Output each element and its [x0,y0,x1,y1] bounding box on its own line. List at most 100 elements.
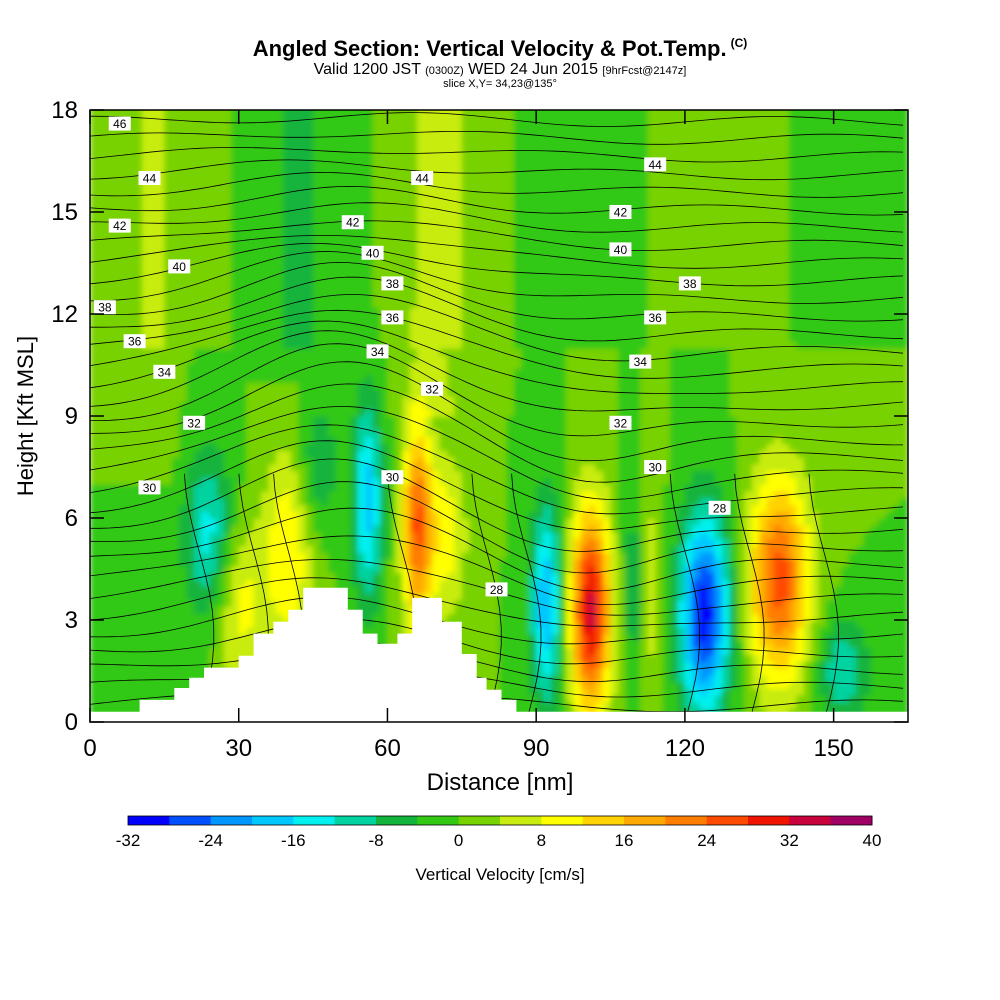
shade-cell [446,123,456,132]
shade-cell [372,239,381,247]
shade-cell [268,334,277,342]
shade-cell [238,552,247,560]
shade-cell [268,592,277,601]
shade-cell [142,320,151,329]
shade-cell [409,558,418,567]
shade-cell [298,456,307,465]
shade-cell [134,545,143,553]
shade-cell [246,565,255,574]
shade-cell [357,157,366,166]
shade-cell [491,286,500,295]
shade-cell [461,171,471,179]
shade-cell [216,647,225,655]
shade-cell [484,654,493,662]
shade-cell [275,402,285,410]
shade-cell [387,422,396,431]
shade-cell [268,123,277,132]
shade-cell [238,273,247,281]
shade-cell [432,456,441,465]
shade-cell [469,348,478,356]
shade-cell [409,524,418,533]
shade-cell [179,640,188,648]
shade-cell [313,280,322,288]
shade-cell [424,123,433,132]
shade-cell [320,110,329,118]
shade-cell [134,429,143,438]
shade-cell [268,157,277,166]
shade-cell [127,259,136,268]
shade-cell [461,606,471,614]
shade-cell [432,280,441,288]
shade-cell [335,484,344,492]
shade-cell [179,327,188,336]
shade-cell [394,395,404,404]
shade-cell [223,198,233,206]
shade-cell [261,429,270,438]
shade-cell [283,184,292,193]
shade-cell [253,416,262,424]
shade-cell [186,640,195,648]
shade-cell [417,205,426,213]
shade-cell [439,613,448,621]
shade-cell [149,436,158,444]
shade-cell [320,395,329,404]
shade-cell [194,613,203,621]
shade-cell [432,361,441,370]
shade-cell [290,198,300,206]
shade-cell [327,436,337,444]
shade-cell [313,531,322,540]
shade-cell [461,123,471,132]
shade-cell [164,341,173,349]
shade-cell [409,354,418,363]
shade-cell [298,341,307,349]
shade-cell [446,484,456,492]
shade-cell [402,123,411,132]
shade-cell [231,232,240,240]
shade-cell [216,191,225,200]
shade-cell [350,239,359,247]
shade-cell [275,293,285,302]
shade-cell [171,130,181,138]
shade-cell [342,456,352,465]
shade-cell [476,157,485,166]
shade-cell [127,402,136,410]
shade-cell [90,701,99,710]
shade-cell [90,225,99,234]
shade-cell [372,150,381,159]
shade-cell [194,123,203,132]
shade-cell [268,375,277,383]
shade-cell [246,443,255,451]
shade-cell [432,144,441,152]
shade-cell [97,538,106,546]
shade-cell [476,647,485,655]
shade-cell [238,375,247,383]
shade-cell [335,157,344,166]
shade-cell [142,416,151,424]
shade-cell [208,178,218,186]
shade-cell [461,259,471,268]
shade-cell [283,164,292,172]
shade-cell [208,660,218,669]
shade-cell [179,293,188,302]
shade-cell [201,633,210,642]
shade-cell [454,137,463,145]
shade-cell [231,626,240,635]
shade-cell [149,110,158,118]
shade-cell [261,490,270,499]
shade-cell [439,300,448,308]
shade-cell [357,320,366,329]
shade-cell [186,246,195,254]
shade-cell [127,286,136,295]
shade-cell [149,511,158,519]
shade-cell [372,280,381,288]
shade-cell [246,123,255,132]
shade-cell [97,273,106,281]
shade-cell [446,531,456,540]
shade-cell [439,524,448,533]
shade-cell [290,300,300,308]
shade-cell [417,354,426,363]
shade-cell [491,490,500,499]
shade-cell [454,456,463,465]
shade-cell [380,259,389,268]
shade-cell [119,354,128,363]
